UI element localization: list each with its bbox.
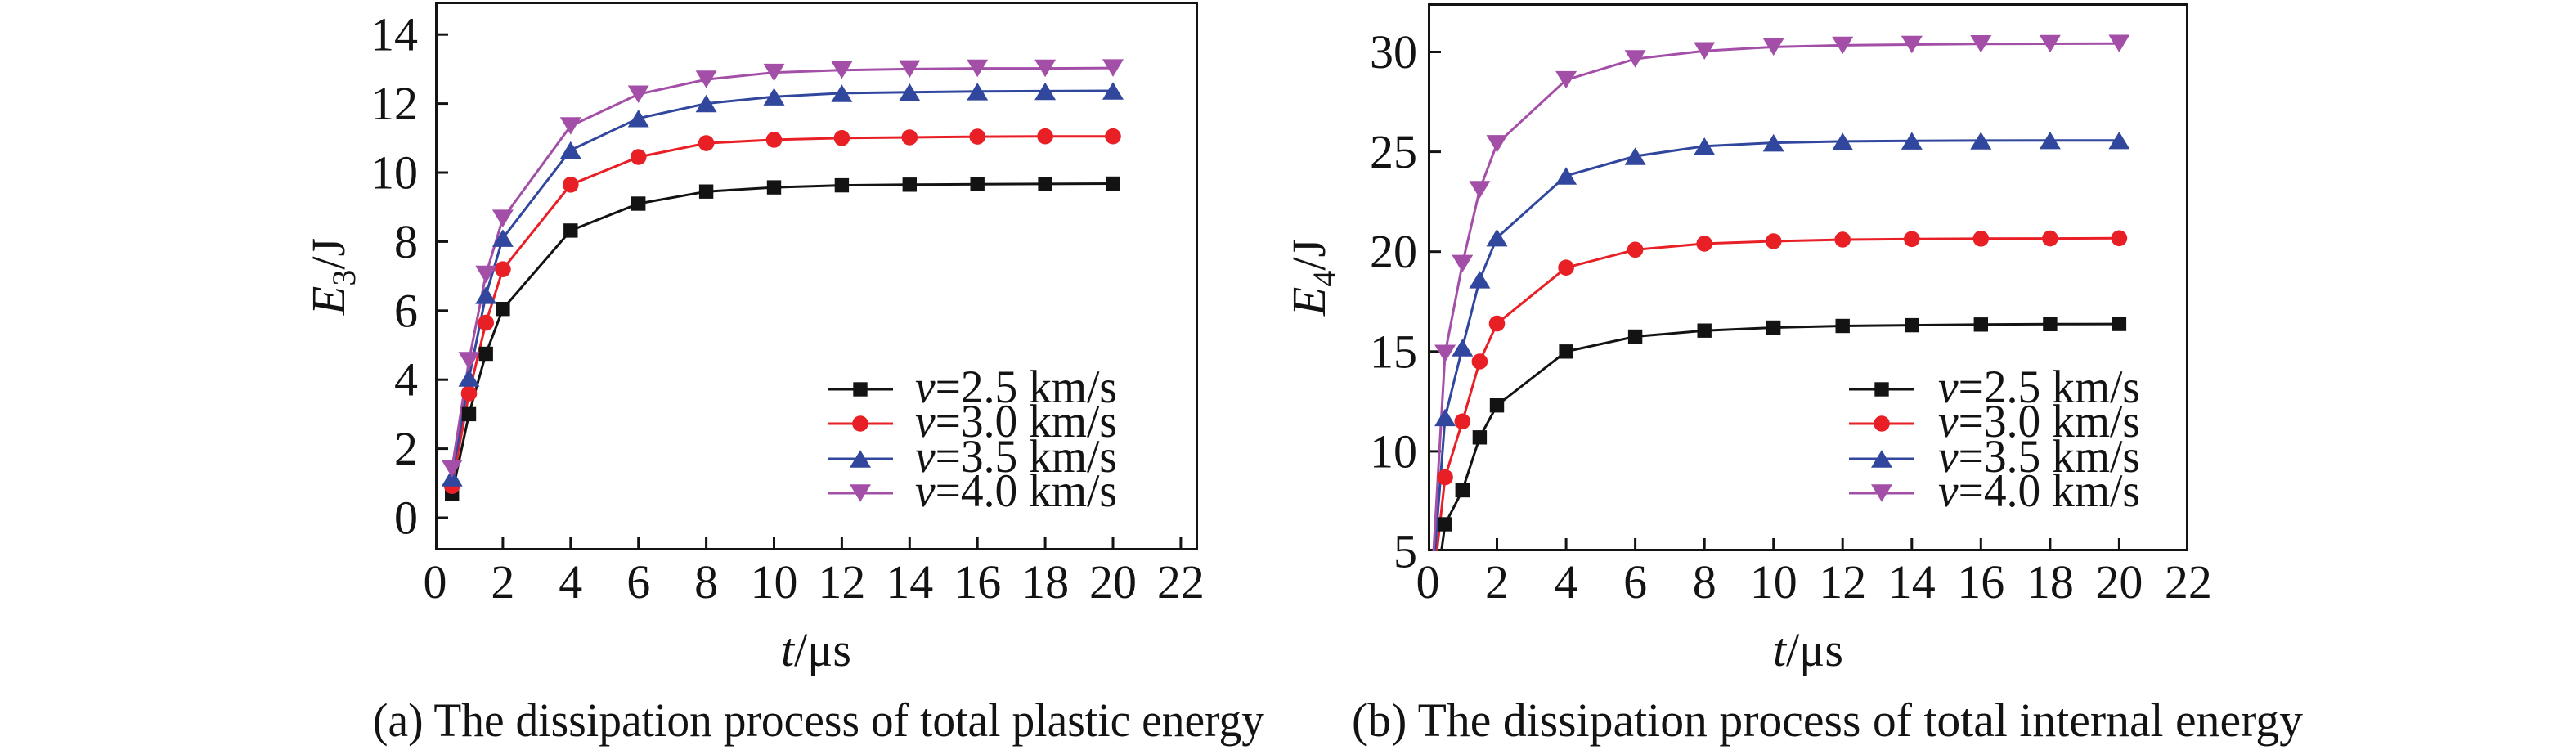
svg-text:20: 20 [1370, 225, 1417, 278]
svg-text:0: 0 [424, 555, 447, 609]
svg-text:8: 8 [694, 555, 718, 609]
svg-text:20: 20 [2095, 555, 2143, 609]
svg-text:6: 6 [1623, 555, 1647, 609]
svg-text:14: 14 [1888, 555, 1936, 609]
svg-text:0: 0 [394, 492, 418, 545]
svg-text:(a) The dissipation process of: (a) The dissipation process of total pla… [373, 694, 1264, 747]
svg-text:10: 10 [1370, 424, 1417, 478]
svg-text:22: 22 [2165, 555, 2212, 609]
svg-text:2: 2 [394, 422, 418, 475]
svg-text:(b) The dissipation process of: (b) The dissipation process of total int… [1352, 694, 2303, 747]
svg-text:v=2.5 km/s: v=2.5 km/s [915, 362, 1117, 413]
svg-text:v=3.0 km/s: v=3.0 km/s [1938, 396, 2140, 447]
svg-text:6: 6 [626, 555, 650, 609]
svg-text:25: 25 [1370, 125, 1417, 178]
svg-text:E4/J: E4/J [1282, 239, 1343, 317]
svg-text:22: 22 [1157, 555, 1205, 609]
svg-text:10: 10 [1750, 555, 1797, 609]
svg-text:v=3.5 km/s: v=3.5 km/s [1938, 431, 2140, 483]
svg-text:v=4.0 km/s: v=4.0 km/s [915, 465, 1117, 517]
svg-text:8: 8 [1693, 555, 1717, 609]
svg-text:30: 30 [1370, 25, 1417, 79]
svg-text:20: 20 [1089, 555, 1137, 609]
svg-text:18: 18 [2026, 555, 2074, 609]
svg-text:E3/J: E3/J [302, 238, 362, 316]
svg-text:4: 4 [559, 555, 582, 609]
svg-text:14: 14 [370, 8, 418, 61]
svg-text:v=2.5 km/s: v=2.5 km/s [1938, 362, 2140, 413]
svg-text:12: 12 [1819, 555, 1866, 609]
svg-text:10: 10 [370, 146, 418, 200]
svg-text:v=3.5 km/s: v=3.5 km/s [915, 431, 1117, 483]
svg-text:4: 4 [1555, 555, 1578, 609]
svg-text:t/μs: t/μs [781, 623, 851, 676]
svg-text:8: 8 [394, 215, 418, 268]
svg-text:0: 0 [1416, 555, 1440, 609]
svg-text:12: 12 [370, 77, 418, 130]
svg-text:14: 14 [886, 555, 933, 609]
svg-text:4: 4 [394, 353, 418, 406]
svg-text:16: 16 [954, 555, 1001, 609]
svg-text:18: 18 [1021, 555, 1069, 609]
svg-text:10: 10 [751, 555, 798, 609]
svg-text:5: 5 [1393, 525, 1417, 578]
svg-text:t/μs: t/μs [1773, 623, 1843, 676]
svg-text:6: 6 [394, 284, 418, 337]
svg-text:2: 2 [491, 555, 514, 609]
svg-text:2: 2 [1485, 555, 1509, 609]
svg-text:12: 12 [818, 555, 865, 609]
svg-text:v=3.0 km/s: v=3.0 km/s [915, 396, 1117, 447]
svg-text:16: 16 [1957, 555, 2004, 609]
svg-text:v=4.0 km/s: v=4.0 km/s [1938, 465, 2140, 517]
svg-text:15: 15 [1370, 325, 1417, 378]
